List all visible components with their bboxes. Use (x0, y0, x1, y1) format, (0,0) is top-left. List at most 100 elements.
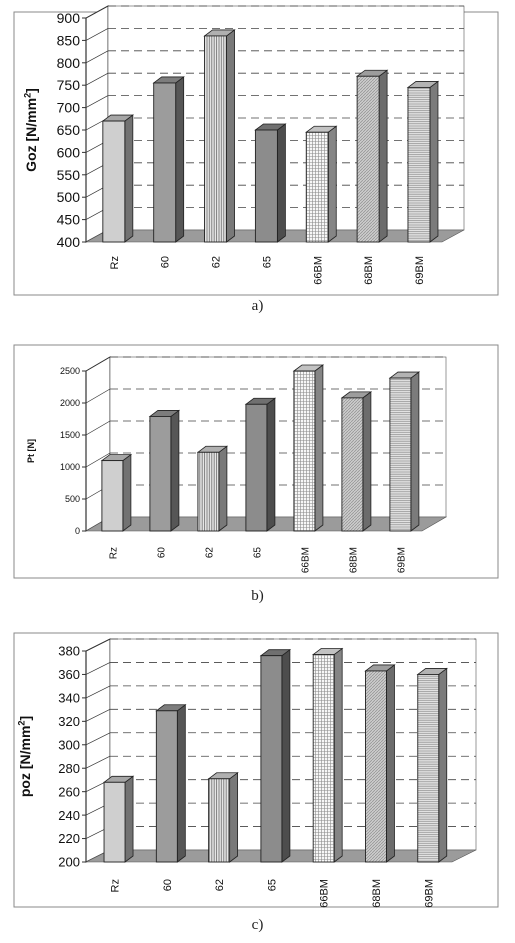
chart-a-bar-front (254, 129, 278, 243)
chart-b-bar (244, 397, 277, 532)
chart-a-ytick-label: 850 (57, 32, 81, 48)
chart-a-bar-side (175, 76, 185, 243)
chart-c-bar-front (417, 673, 440, 863)
chart-a-y-axis-label: Goz [N/mm2] (22, 88, 39, 172)
chart-a-gridline-side (85, 95, 109, 108)
chart-b-gridline-side (85, 420, 111, 436)
chart-c-ytick-label: 280 (58, 761, 80, 776)
chart-a-ytick-label: 700 (57, 100, 81, 116)
chart-a-bar (101, 114, 135, 243)
panel-label-c: c) (251, 917, 264, 933)
chart-b-ytick-label: 1000 (60, 462, 80, 472)
chart-a-category-label: 68BM (363, 256, 375, 285)
chart-a-bar (152, 76, 185, 243)
chart-a-bar (305, 125, 338, 243)
chart-a-category-label: 65 (261, 256, 273, 268)
chart-c-bar (364, 664, 396, 863)
chart-b-bar-front (389, 377, 412, 532)
chart-b-bar-side (314, 364, 324, 532)
chart-a-bar-side (378, 69, 388, 243)
chart-b-bar-side (266, 397, 276, 532)
chart-a-bar-front (153, 82, 177, 243)
chart-a-ytick-label: 500 (57, 189, 81, 205)
chart-a-bar-side (429, 80, 439, 243)
chart-b-bar-side (218, 445, 228, 532)
chart-b-category-label: 68BM (348, 547, 359, 573)
chart-c-ytick-label: 260 (58, 784, 80, 799)
chart-c-bar-side (333, 647, 343, 863)
chart-b-bar-front (149, 415, 172, 532)
chart-c-ytick-label: 240 (58, 808, 80, 823)
chart-c-gridline-side (85, 638, 111, 652)
chart-c-gridline-side (85, 732, 111, 746)
chart-c-bar (259, 648, 292, 863)
chart-a-bar-front (102, 120, 126, 243)
chart-a-ytick-label: 600 (57, 144, 81, 160)
chart-panel-c: 200 220 240 260 280 300 320 340 360 380 Rz 60 62 65 66… (0, 625, 515, 943)
chart-a-ytick-label: 900 (57, 10, 81, 26)
chart-c-bar (207, 771, 239, 863)
chart-a-bar-side (277, 123, 286, 243)
chart-b-gridline-side (85, 452, 111, 468)
chart-a-category-label: 62 (211, 256, 223, 268)
chart-c-bar-front (260, 655, 283, 863)
chart-b-bar-front (293, 370, 316, 532)
chart-a-ytick-label: 550 (57, 167, 81, 183)
chart-b-bar (196, 445, 229, 532)
chart-b-ytick-label: 500 (65, 494, 80, 504)
chart-c-bar-front (103, 781, 126, 863)
chart-c-bar-front (312, 654, 335, 863)
chart-c-category-label: 65 (266, 879, 278, 891)
chart-c-bar-side (438, 667, 448, 863)
chart-b-ytick-label: 0 (75, 526, 80, 536)
chart-c-y-axis-label: poz [N/mm2] (16, 716, 33, 797)
chart-b-category-label: 66BM (300, 547, 311, 573)
chart-a-gridline-side (85, 5, 109, 19)
chart-b-bar (292, 364, 325, 532)
chart-c-bar-side (176, 703, 186, 863)
chart-c-gridline-side (85, 755, 111, 769)
chart-c-ytick-label: 200 (58, 855, 80, 870)
chart-b-bar (388, 371, 421, 532)
chart-c-bar-side (281, 648, 291, 863)
chart-a-ytick-label: 400 (57, 234, 81, 250)
chart-b-bar-side (362, 391, 372, 532)
chart-a-svg: 400 450 500 550 600 650 700 750 800 850 900 Rz 60 62 6… (13, 5, 499, 296)
chart-b-bar (100, 453, 133, 532)
chart-b-bar-front (101, 460, 124, 532)
chart-c-svg: 200 220 240 260 280 300 320 340 360 380 Rz 60 62 65 66… (13, 632, 499, 908)
chart-a-ytick-label: 800 (57, 55, 81, 71)
chart-a-bar (406, 80, 440, 243)
chart-b-category-label: 65 (252, 547, 263, 559)
chart-panel-b: 0 500 1000 1500 2000 2500 Rz 60 62 65 66BM 68BM 69BM… (0, 335, 515, 615)
chart-b-bar-side (122, 453, 132, 532)
chart-b-ytick-label: 1500 (60, 430, 80, 440)
chart-c-category-label: 68BM (371, 879, 383, 908)
chart-b-ytick-label: 2000 (60, 398, 80, 408)
chart-a-category-label: Rz (109, 256, 121, 269)
panel-label-b: b) (251, 588, 264, 604)
chart-b-y-axis-label: Pt [N] (26, 439, 36, 463)
chart-c-gridline-side (85, 685, 111, 699)
chart-c-category-label: Rz (110, 879, 122, 892)
chart-b-bar (148, 409, 181, 532)
chart-a-bar (355, 69, 389, 243)
chart-c-bar-front (365, 670, 387, 863)
chart-a-ytick-label: 750 (57, 77, 81, 93)
chart-a-bar-front (356, 75, 380, 243)
chart-a-category-label: 66BM (312, 256, 324, 285)
panel-label-a: a) (251, 298, 264, 314)
chart-c-ytick-label: 340 (58, 691, 80, 706)
chart-c-bar-side (386, 664, 395, 863)
chart-a-bar-side (226, 29, 235, 243)
chart-b-category-label: 69BM (396, 547, 407, 573)
chart-c-category-label: 69BM (423, 879, 435, 908)
chart-a-gridline-side (85, 50, 109, 64)
chart-c-category-label: 62 (214, 879, 226, 891)
chart-b-bar-side (410, 371, 420, 532)
chart-c-bar (102, 775, 135, 863)
chart-b-bar-side (170, 409, 180, 532)
chart-c-bar (155, 703, 187, 863)
chart-b-gridline-side (85, 356, 111, 372)
chart-b-category-label: 60 (156, 547, 167, 559)
